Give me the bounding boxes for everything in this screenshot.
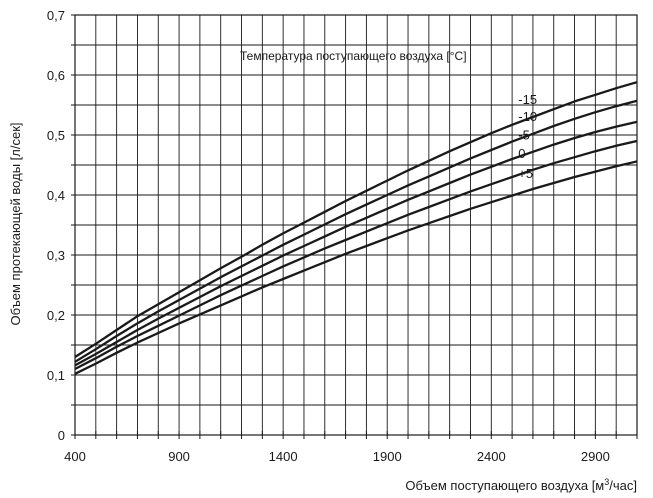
x-tick-label: 2900 <box>581 449 610 464</box>
tick-labels: 400 900 1400 1900 2400 2900 0 0,1 0,2 0,3 0,4 0,5 0,… <box>47 8 610 464</box>
series-lines <box>74 81 638 375</box>
series-label: -10 <box>518 109 537 124</box>
y-tick-label: 0,5 <box>47 128 65 143</box>
x-tick-label: 900 <box>168 449 190 464</box>
x-tick-label: 1900 <box>373 449 402 464</box>
y-tick-label: 0,6 <box>47 68 65 83</box>
x-tick-label: 2400 <box>477 449 506 464</box>
x-axis-title-superscript: 3 <box>604 477 609 487</box>
legend-title: Температура поступающего воздуха [°C] <box>240 49 467 63</box>
series-label: -5 <box>518 128 530 143</box>
series-label: -15 <box>518 92 537 107</box>
x-axis-title: Объем поступающего воздуха [м3/час] <box>405 477 637 493</box>
y-tick-label: 0,1 <box>47 368 65 383</box>
y-tick-label: 0,7 <box>47 8 65 23</box>
x-tick-label: 1400 <box>269 449 298 464</box>
series-line <box>74 120 638 367</box>
y-tick-label: 0,2 <box>47 308 65 323</box>
series-label: +5 <box>518 166 533 181</box>
axes <box>71 14 638 439</box>
series-line <box>74 160 638 375</box>
series-line <box>74 81 638 358</box>
series-line <box>74 139 638 371</box>
series-line <box>74 99 638 363</box>
grid-lines <box>75 15 637 435</box>
x-axis-title-main: Объем поступающего воздуха [м <box>405 478 604 493</box>
series-labels: -15 -10 -5 0 +5 <box>518 92 537 181</box>
series-label: 0 <box>518 146 525 161</box>
y-tick-label: 0,4 <box>47 188 65 203</box>
y-tick-label: 0,3 <box>47 248 65 263</box>
y-tick-label: 0 <box>58 428 65 443</box>
x-axis-title-tail: /час] <box>609 478 637 493</box>
x-tick-label: 400 <box>64 449 86 464</box>
y-axis-title: Объем протекающей воды [л/сек] <box>8 123 23 326</box>
